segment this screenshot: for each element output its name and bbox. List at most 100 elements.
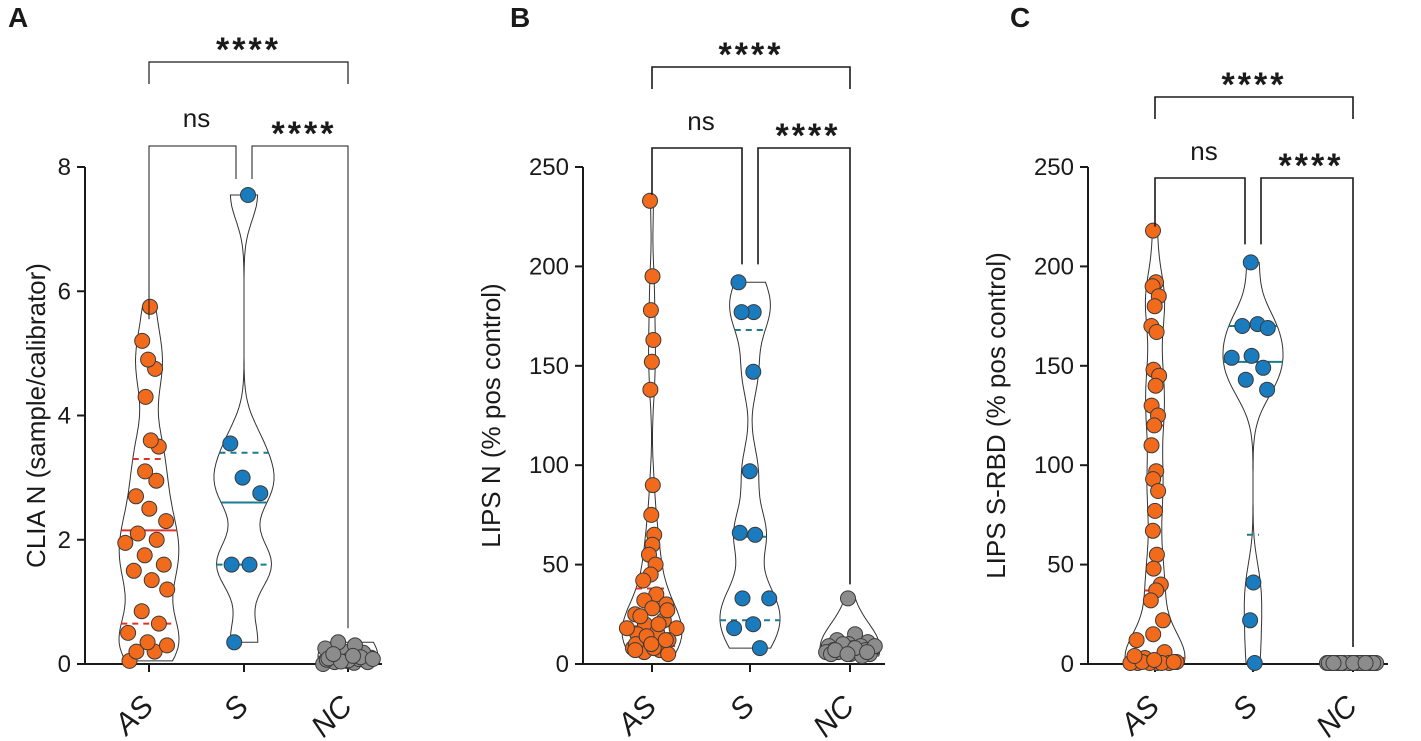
bracket-as-nc [148, 61, 349, 84]
data-point [1144, 522, 1161, 539]
data-point [234, 469, 251, 486]
data-point [659, 602, 676, 619]
y-tick-label: 200 [1034, 253, 1074, 280]
data-point [839, 646, 856, 663]
data-point [1357, 655, 1374, 671]
bracket-as-nc [651, 66, 851, 89]
data-point [129, 525, 146, 542]
bracket-as-s [651, 147, 743, 265]
x-tick-label: NC [807, 689, 861, 741]
data-point [840, 590, 856, 607]
y-tick-label: 100 [1034, 452, 1074, 479]
data-point [635, 572, 652, 589]
x-tick-label: S [723, 690, 760, 727]
data-point [618, 620, 635, 637]
panel-b: B 0 50 100 150 200 250 LIPS N (% pos control) AS… [476, 2, 885, 741]
y-tick-label: 250 [1034, 154, 1074, 181]
data-point [1145, 560, 1162, 577]
panel-letter: A [8, 2, 28, 33]
data-point [137, 388, 154, 405]
significance-label: **** [776, 117, 841, 155]
data-point [657, 632, 674, 649]
violin-nc [315, 634, 381, 672]
data-point [645, 332, 662, 348]
y-axis-label: LIPS S-RBD (% pos control) [981, 252, 1011, 579]
data-point [241, 556, 258, 573]
y-tick-label: 8 [58, 154, 71, 181]
data-point [1259, 320, 1276, 336]
data-point [644, 477, 661, 494]
data-point [1165, 654, 1182, 670]
data-point [745, 363, 762, 380]
data-point [1259, 381, 1276, 398]
significance-brackets: **** ns **** [651, 36, 851, 585]
data-point [364, 651, 381, 667]
data-point [1237, 371, 1254, 388]
data-point [1234, 318, 1251, 334]
significance-brackets: **** ns **** [1154, 66, 1354, 648]
data-point [148, 472, 165, 489]
y-tick-label: 0 [556, 651, 569, 678]
y-axis-label: LIPS N (% pos control) [476, 283, 506, 547]
data-point [1126, 648, 1143, 664]
significance-label: **** [1279, 147, 1344, 185]
x-tick-label: AS [107, 690, 160, 741]
x-tick-label: NC [305, 689, 359, 741]
ns-label: ns [687, 106, 714, 136]
data-point [1145, 222, 1161, 239]
data-point [627, 642, 644, 659]
y-tick-label: 150 [1034, 353, 1074, 380]
data-point [643, 636, 660, 653]
data-point [148, 531, 165, 548]
y-tick-label: 6 [58, 278, 71, 305]
data-point [1148, 324, 1165, 340]
data-point [1142, 592, 1159, 609]
data-point [1145, 626, 1162, 643]
y-tick-label: 0 [1061, 651, 1074, 678]
bracket-s-nc [1260, 177, 1354, 648]
significance-label: **** [1222, 66, 1287, 104]
data-point [741, 463, 758, 480]
data-point [751, 640, 768, 657]
violin-s [213, 187, 275, 651]
y-tick-label: 4 [58, 403, 71, 430]
data-point [859, 644, 876, 661]
data-point [731, 524, 748, 541]
data-point [650, 616, 667, 633]
ns-label: ns [1190, 136, 1217, 166]
data-point [128, 643, 145, 660]
violin-as [1122, 222, 1186, 671]
data-point [159, 637, 175, 654]
data-point [643, 353, 660, 370]
data-point [1146, 417, 1163, 434]
ns-label: ns [183, 103, 210, 133]
panel-c: C 0 50 100 150 200 250 LIPS S-RBD (% pos contro… [981, 2, 1388, 741]
data-point [632, 608, 649, 625]
data-point [142, 298, 158, 315]
violin-s [1222, 254, 1284, 671]
data-point [1243, 347, 1260, 364]
data-point [141, 500, 158, 517]
data-point [1150, 483, 1167, 499]
data-point [252, 485, 269, 502]
panel-letter: C [1010, 2, 1030, 33]
data-point [222, 435, 239, 452]
x-tick-label: NC [1310, 689, 1364, 741]
x-tick-label: AS [1113, 690, 1166, 741]
data-point [1146, 652, 1163, 668]
data-point [155, 556, 172, 573]
data-point [139, 634, 156, 651]
violin-nc [818, 590, 883, 664]
data-point [140, 351, 157, 368]
data-point [143, 572, 160, 589]
y-tick-label: 50 [542, 552, 569, 579]
data-point [668, 620, 685, 637]
y-tick-label: 100 [529, 452, 569, 479]
data-point [1147, 377, 1164, 394]
data-point [734, 590, 751, 607]
data-point [120, 624, 137, 641]
data-point [150, 615, 167, 632]
bracket-s-nc [251, 145, 349, 629]
data-point [137, 463, 154, 480]
x-tick-label: S [1226, 690, 1263, 727]
